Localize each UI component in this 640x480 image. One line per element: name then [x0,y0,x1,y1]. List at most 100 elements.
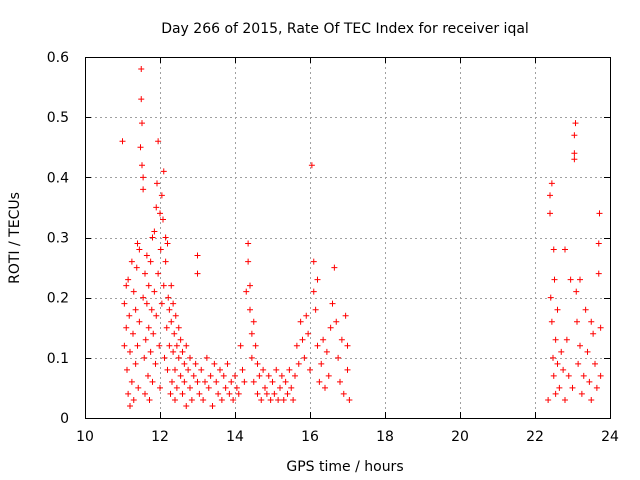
data-point [190,372,197,379]
data-point [194,252,201,259]
data-point [297,318,304,325]
data-point [327,324,334,331]
data-point [556,384,563,391]
data-point [284,390,291,397]
data-point [258,396,265,403]
data-point [164,366,171,373]
x-tick-label: 22 [526,429,544,445]
data-point [134,240,141,247]
data-point [262,384,268,391]
data-point [248,354,255,361]
data-point [173,384,180,391]
chart-title: Day 266 of 2015, Rate Of TEC Index for r… [161,21,529,37]
data-point [323,348,330,355]
data-point [224,360,231,367]
data-point [125,276,132,283]
x-tick-label: 10 [76,429,94,445]
data-point [132,360,139,367]
data-point [147,258,154,265]
data-point [175,324,182,331]
data-point [575,360,582,367]
data-point [233,384,240,391]
data-point [202,378,208,385]
data-point [265,372,272,379]
data-point [550,354,556,361]
x-tick-label: 12 [151,429,169,445]
data-point [308,162,315,169]
data-point [126,312,133,319]
data-point [123,324,130,331]
data-point [127,348,133,355]
data-point [124,366,130,373]
data-point [577,276,583,283]
data-point [560,366,567,373]
data-point [577,342,583,349]
data-point [260,366,267,373]
data-point [588,396,595,403]
data-point [157,384,163,391]
data-point [213,378,220,385]
data-point [286,366,293,373]
data-point [337,378,343,385]
axis-ticks [85,57,611,419]
data-point [145,324,152,331]
data-point [569,384,576,391]
data-point [322,384,328,391]
data-point [168,318,175,325]
y-tick-label: 0.4 [47,170,69,186]
data-point [248,330,255,337]
data-point [170,348,177,355]
data-point [552,336,559,343]
data-point [554,306,561,313]
data-point [582,306,589,313]
data-point [346,396,353,403]
data-point [157,210,163,217]
data-point [140,174,147,181]
data-point [552,390,559,397]
data-point [143,252,150,259]
data-point [158,300,165,307]
data-point [137,144,144,151]
data-point [136,318,143,325]
data-point [167,390,174,397]
data-point [160,216,166,223]
x-tick-label: 16 [301,429,319,445]
x-tick-label: 14 [226,429,244,445]
data-point [187,384,193,391]
data-point [160,168,167,175]
data-point [141,354,148,361]
data-point [163,324,170,331]
data-point [194,378,201,385]
data-point [143,300,150,307]
data-point [160,282,167,289]
data-point [181,378,188,385]
data-point [338,336,345,343]
data-point [145,372,151,379]
y-tick-labels: 0 0.1 0.2 0.3 0.4 0.5 0.6 [47,50,69,427]
data-point [155,270,162,277]
data-point [305,330,312,337]
data-point [563,336,570,343]
data-point [145,282,152,289]
data-point [571,132,578,139]
data-point [172,312,179,319]
data-point [247,282,253,289]
data-point [121,300,128,307]
data-point [325,372,332,379]
data-point [169,378,175,385]
data-point [142,336,149,343]
data-point [584,348,591,355]
data-point [172,366,178,373]
data-point [162,234,169,241]
data-point [247,306,253,313]
data-point [183,402,190,409]
data-point [142,270,148,277]
data-point [151,288,158,295]
y-tick-label: 0.1 [47,351,69,367]
data-point [172,396,178,403]
data-point [318,360,325,367]
data-point [303,312,310,319]
data-point [548,318,555,325]
data-point [320,336,327,343]
data-point [254,360,261,367]
